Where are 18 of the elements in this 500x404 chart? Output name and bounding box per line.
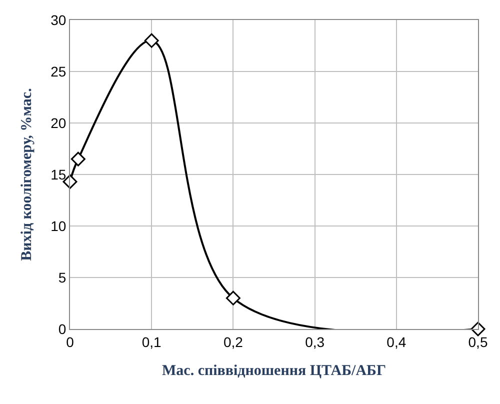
x-tick-label: 0,4: [386, 334, 406, 350]
x-tick-label: 0,2: [223, 334, 244, 350]
x-tick-label: 0,5: [468, 334, 488, 350]
x-tick-label: 0,3: [305, 334, 325, 350]
x-axis-title: Мас. співвідношення ЦТАБ/АБГ: [162, 362, 386, 379]
y-tick-label: 20: [50, 114, 66, 131]
y-tick-label: 25: [50, 63, 66, 80]
y-tick-label: 0: [58, 320, 66, 337]
point: [226, 290, 240, 306]
x-tick-label: 0,1: [142, 334, 162, 350]
y-axis-title: Вихід коолігомеру, %мас.: [18, 88, 35, 261]
y-tick-label: 5: [58, 269, 66, 286]
y-tick-label: 15: [50, 166, 66, 182]
point: [470, 322, 486, 336]
y-tick-label: 10: [50, 218, 66, 234]
point: [70, 152, 86, 166]
y-tick-label: 30: [50, 12, 66, 28]
point: [144, 33, 159, 48]
